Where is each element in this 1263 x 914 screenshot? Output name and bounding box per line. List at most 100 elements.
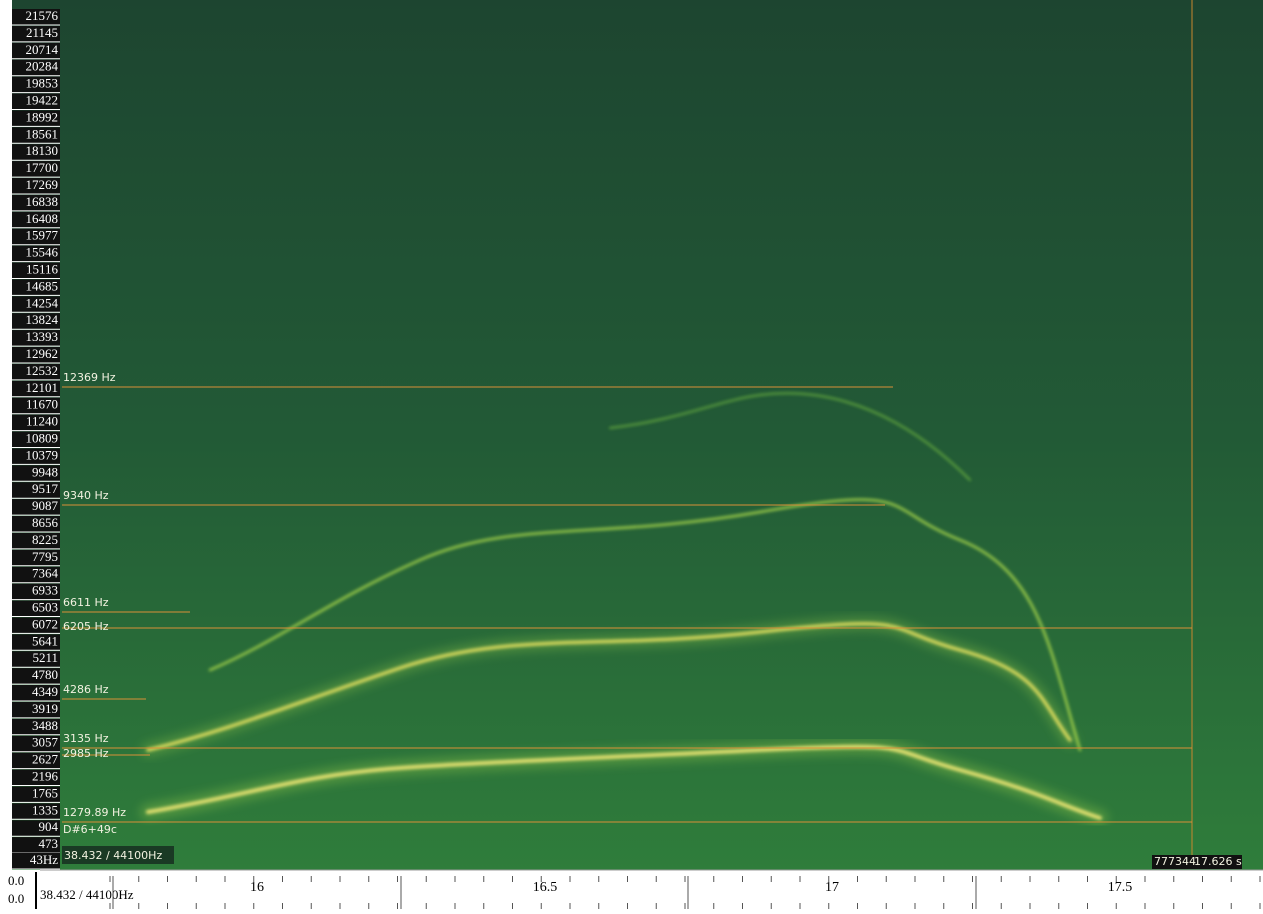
frequency-label: 14685 [26,278,59,293]
frequency-label-box [12,296,60,313]
frequency-label-box [12,820,60,837]
frequency-label-box [12,194,60,211]
frequency-label: 9948 [32,464,58,479]
frequency-label: 43Hz [30,852,58,867]
note-label: D#6+49c [63,823,117,836]
frequency-label-box [12,465,60,482]
frequency-label: 7364 [32,566,59,581]
frequency-label: 1335 [32,802,58,817]
frequency-label: 1765 [32,785,58,800]
frequency-label: 7795 [32,549,58,564]
frequency-label: 12532 [26,363,59,378]
left-margin [0,0,12,870]
level-label: 0.0 [8,873,24,888]
frequency-label: 2196 [32,768,59,783]
frequency-label-box [12,178,60,194]
frequency-label: 20284 [26,59,59,74]
frequency-label: 15546 [26,245,59,260]
frequency-label-box [12,837,60,854]
frequency-label: 4349 [32,684,58,699]
frequency-label-box [12,685,60,701]
frequency-label: 8656 [32,515,59,530]
frequency-label-box [12,532,60,549]
frequency-label: 20714 [26,42,59,57]
frequency-label-box [12,42,60,59]
frequency-label-box [12,161,60,178]
frequency-label-box [12,549,60,566]
frequency-label-box [12,583,60,600]
frequency-label-box [12,363,60,380]
frequency-label-box [12,144,60,161]
frequency-label: 3919 [32,701,58,716]
frequency-label-box [12,803,60,820]
frequency-label: 13824 [26,312,59,327]
frequency-label: 6933 [32,583,58,598]
frequency-label-box [12,718,60,735]
frequency-label: 12101 [26,380,59,395]
frequency-label-box [12,668,60,685]
readout-box [62,846,174,864]
frequency-label: 16838 [26,194,59,209]
frequency-label: 6072 [32,616,58,631]
timeline-label: 16.5 [533,880,558,895]
frequency-label: 8225 [32,532,58,547]
frequency-label-box [12,127,60,144]
marker-label: 12369 Hz [63,371,116,384]
timeline-label: 17.5 [1108,880,1133,895]
frequency-label-box [12,617,60,634]
frequency-label-box [12,313,60,330]
position-box [1152,855,1242,869]
frequency-label-box [12,752,60,769]
frequency-label: 15977 [26,228,59,243]
level-label: 0.0 [8,891,24,906]
frequency-label-box [12,93,60,110]
frequency-label-box [12,566,60,583]
frequency-label-box [12,634,60,651]
frequency-label: 11670 [26,397,58,412]
marker-label: 6611 Hz [63,596,109,609]
frequency-label-box [12,9,60,25]
frequency-label-box [12,431,60,448]
frequency-label-box [12,279,60,296]
frequency-label: 904 [39,819,59,834]
frequency-label: 13393 [26,329,59,344]
frequency-label: 3057 [32,735,59,750]
frequency-label: 16408 [26,211,59,226]
frequency-label-box [12,853,60,869]
marker-label: 3135 Hz [63,732,109,745]
frequency-label-box [12,110,60,127]
frequency-label-box [12,380,60,397]
frequency-label-box [12,211,60,228]
frequency-label-box [12,482,60,499]
frequency-label-box [12,397,60,414]
frequency-label: 10379 [26,447,59,462]
frequency-label: 2627 [32,752,59,767]
timeline-label: 16 [250,880,264,895]
frequency-label-box [12,59,60,76]
frequency-label: 11240 [26,414,58,429]
frequency-label: 17269 [26,177,59,192]
frequency-label: 9087 [32,498,59,513]
frequency-label: 473 [39,836,59,851]
frequency-label-box [12,262,60,279]
marker-label: 1279.89 Hz [63,806,126,819]
frequency-label: 19853 [26,76,59,91]
frequency-label: 21576 [26,8,59,23]
frequency-label-box [12,600,60,617]
frequency-label: 5211 [32,650,58,665]
marker-label: 9340 Hz [63,489,109,502]
frequency-label-box [12,330,60,347]
frequency-label: 3488 [32,718,58,733]
time-position: 17.626 s [1194,855,1242,868]
frequency-label: 4780 [32,667,58,682]
frequency-label: 15116 [26,261,59,276]
frequency-label: 14254 [26,295,59,310]
frequency-label: 9517 [32,481,59,496]
frequency-label: 17700 [26,160,59,175]
frequency-label-box [12,76,60,93]
frequency-label-box [12,25,60,42]
frequency-label-box [12,769,60,786]
harmonics [140,392,1108,826]
timeline-label: 17 [825,880,839,895]
